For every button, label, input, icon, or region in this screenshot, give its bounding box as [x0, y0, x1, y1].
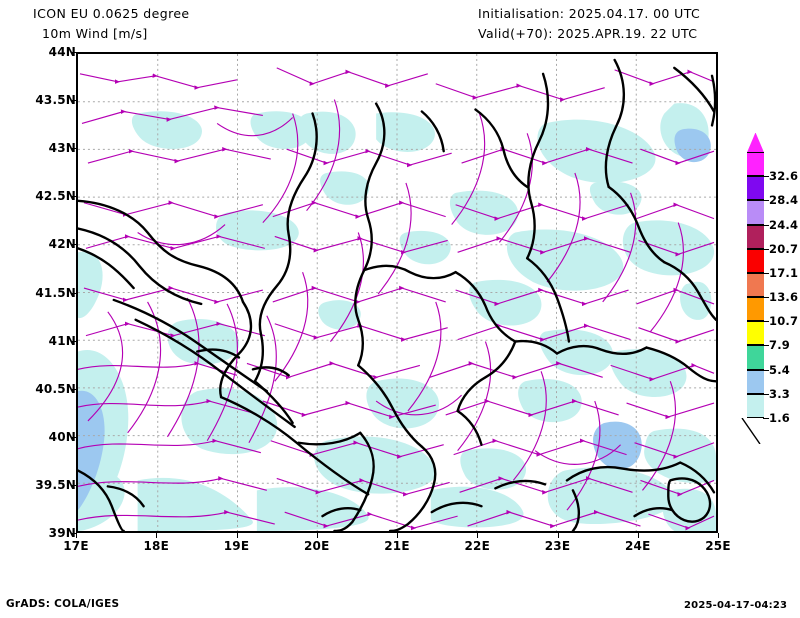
colorbar-band	[747, 248, 764, 273]
latitude-tick-mark	[71, 484, 76, 486]
colorbar-tick-label: 32.6	[769, 169, 799, 184]
latitude-tick-label: 44N	[48, 45, 76, 59]
latitude-tick-label: 43.5N	[35, 93, 76, 108]
latitude-tick-label: 42.5N	[35, 189, 76, 204]
latitude-tick-mark	[71, 292, 76, 294]
colorbar-band	[747, 297, 764, 322]
colorbar-band	[747, 369, 764, 394]
latitude-tick-label: 41.5N	[35, 285, 76, 300]
colorbar-tick-mark	[763, 176, 769, 178]
longitude-tick-mark	[236, 533, 238, 538]
footer-attribution: GrADS: COLA/IGES	[6, 598, 120, 610]
longitude-tick-label: 20E	[304, 539, 330, 553]
latitude-tick-label: 43N	[48, 141, 76, 156]
coastline-borders	[78, 58, 716, 531]
colorbar-tick-label: 20.7	[769, 241, 799, 256]
colorbar-tick-mark	[763, 200, 769, 202]
latitude-tick-mark	[71, 388, 76, 390]
colorbar-tick-mark	[763, 345, 769, 347]
colorbar-band	[747, 321, 764, 346]
colorbar-band	[747, 272, 764, 298]
longitude-tick-label: 18E	[143, 539, 169, 553]
longitude-tick-label: 21E	[384, 539, 410, 553]
longitude-tick-mark	[557, 533, 559, 538]
colorbar-arrow-tip	[746, 132, 765, 154]
colorbar-tick-label: 13.6	[769, 290, 799, 305]
wind-streamlines	[78, 67, 715, 531]
colorbar-tick-label: 7.9	[769, 338, 790, 353]
colorbar-tick-mark	[763, 418, 769, 419]
initialisation-label: Initialisation: 2025.04.17. 00 UTC	[478, 6, 701, 21]
footer-timestamp: 2025-04-17-04:23	[684, 600, 788, 611]
colorbar-tick-mark	[763, 393, 769, 395]
colorbar-band	[747, 393, 764, 418]
map-plot-area[interactable]	[76, 52, 718, 533]
colorbar-band	[747, 152, 764, 177]
longitude-tick-mark	[477, 533, 479, 538]
page-title: ICON EU 0.0625 degree	[33, 6, 190, 21]
longitude-tick-label: 24E	[625, 539, 651, 553]
colorbar-tick-label: 24.4	[769, 217, 799, 232]
colorbar-tick-mark	[763, 272, 769, 274]
longitude-tick-mark	[76, 533, 77, 538]
colorbar-tick-label: 3.3	[769, 386, 790, 401]
latitude-tick-label: 40.5N	[35, 381, 76, 396]
colorbar-tick-label: 1.6	[769, 411, 790, 425]
colorbar-tick-label: 28.4	[769, 193, 799, 208]
colorbar-band	[747, 200, 764, 225]
colorbar-tick-label: 10.7	[769, 314, 799, 329]
variable-label: 10m Wind [m/s]	[42, 26, 148, 41]
longitude-tick-label: 17E	[63, 539, 89, 553]
colorbar-tick-mark	[763, 224, 769, 226]
colorbar-tick-mark	[763, 369, 769, 371]
colorbar-tick-mark	[763, 297, 769, 299]
latitude-tick-mark	[71, 244, 76, 246]
latitude-tick-mark	[71, 148, 76, 150]
colorbar-band	[747, 176, 764, 201]
latitude-tick-label: 39N	[48, 526, 76, 540]
longitude-tick-label: 25E	[705, 539, 731, 553]
colorbar-tick-label: 5.4	[769, 362, 790, 377]
colorbar[interactable]	[747, 152, 764, 418]
latitude-tick-mark	[71, 533, 76, 534]
longitude-tick-mark	[156, 533, 158, 538]
longitude-tick-mark	[718, 533, 719, 538]
longitude-tick-label: 22E	[464, 539, 490, 553]
longitude-tick-mark	[316, 533, 318, 538]
latitude-tick-mark	[71, 196, 76, 198]
latitude-tick-mark	[71, 100, 76, 102]
longitude-tick-label: 19E	[223, 539, 250, 553]
longitude-tick-mark	[637, 533, 639, 538]
colorbar-tick-label: 17.1	[769, 265, 799, 280]
colorbar-band	[747, 345, 764, 370]
longitude-tick-label: 23E	[544, 539, 571, 553]
colorbar-band	[747, 224, 764, 249]
latitude-tick-label: 42N	[48, 237, 76, 252]
longitude-tick-mark	[397, 533, 398, 538]
latitude-tick-mark	[71, 52, 76, 53]
shading-band-2	[78, 128, 711, 511]
latitude-tick-label: 40N	[48, 429, 76, 444]
latitude-tick-label: 39.5N	[35, 477, 76, 492]
colorbar-tick-mark	[763, 248, 769, 250]
colorbar-tail	[740, 417, 762, 445]
latitude-tick-mark	[71, 436, 76, 438]
valid-time-label: Valid(+70): 2025.APR.19. 22 UTC	[478, 26, 698, 41]
map-canvas	[78, 54, 716, 531]
latitude-tick-label: 41N	[48, 333, 76, 348]
colorbar-tick-mark	[763, 321, 769, 323]
latitude-tick-mark	[71, 340, 76, 342]
